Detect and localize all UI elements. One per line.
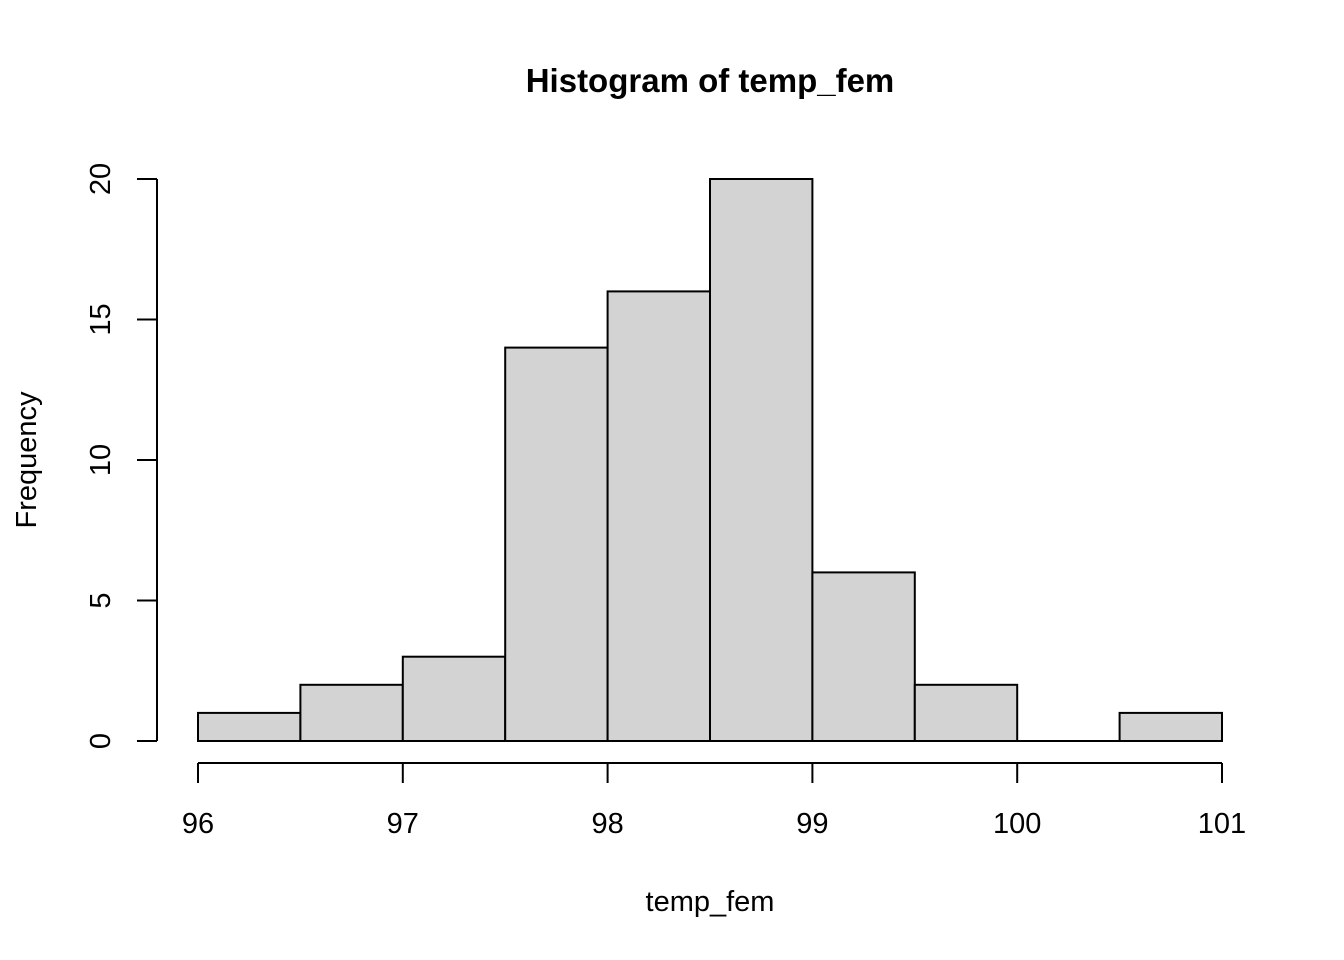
histogram-bar xyxy=(1118,711,1223,743)
histogram-bar xyxy=(504,346,609,742)
y-axis-label: Frequency xyxy=(11,391,43,529)
histogram-bar xyxy=(299,683,404,742)
x-tick-label: 100 xyxy=(993,808,1041,840)
histogram-bar xyxy=(811,571,916,743)
histogram-bar xyxy=(197,711,302,743)
x-tick-label: 101 xyxy=(1198,808,1246,840)
x-axis: 96 97 98 99 100 101 xyxy=(182,762,1246,840)
x-tick-label: 99 xyxy=(796,808,828,840)
histogram-bar xyxy=(606,290,711,742)
histogram-bar xyxy=(913,683,1019,742)
y-tick-label: 15 xyxy=(85,303,117,335)
x-axis-label: temp_fem xyxy=(646,886,775,918)
x-tick-label: 98 xyxy=(591,808,623,840)
x-tick-label: 96 xyxy=(182,808,214,840)
y-tick-label: 10 xyxy=(85,444,117,476)
y-tick-label: 0 xyxy=(85,733,117,749)
chart-title: Histogram of temp_fem xyxy=(526,62,895,99)
histogram-bar xyxy=(709,178,814,742)
y-tick-label: 20 xyxy=(85,163,117,195)
bars xyxy=(197,178,1223,743)
x-tick-label: 97 xyxy=(387,808,419,840)
y-axis: 0 5 10 15 20 xyxy=(85,163,158,749)
y-tick-label: 5 xyxy=(85,592,117,608)
histogram-bar xyxy=(401,655,507,743)
